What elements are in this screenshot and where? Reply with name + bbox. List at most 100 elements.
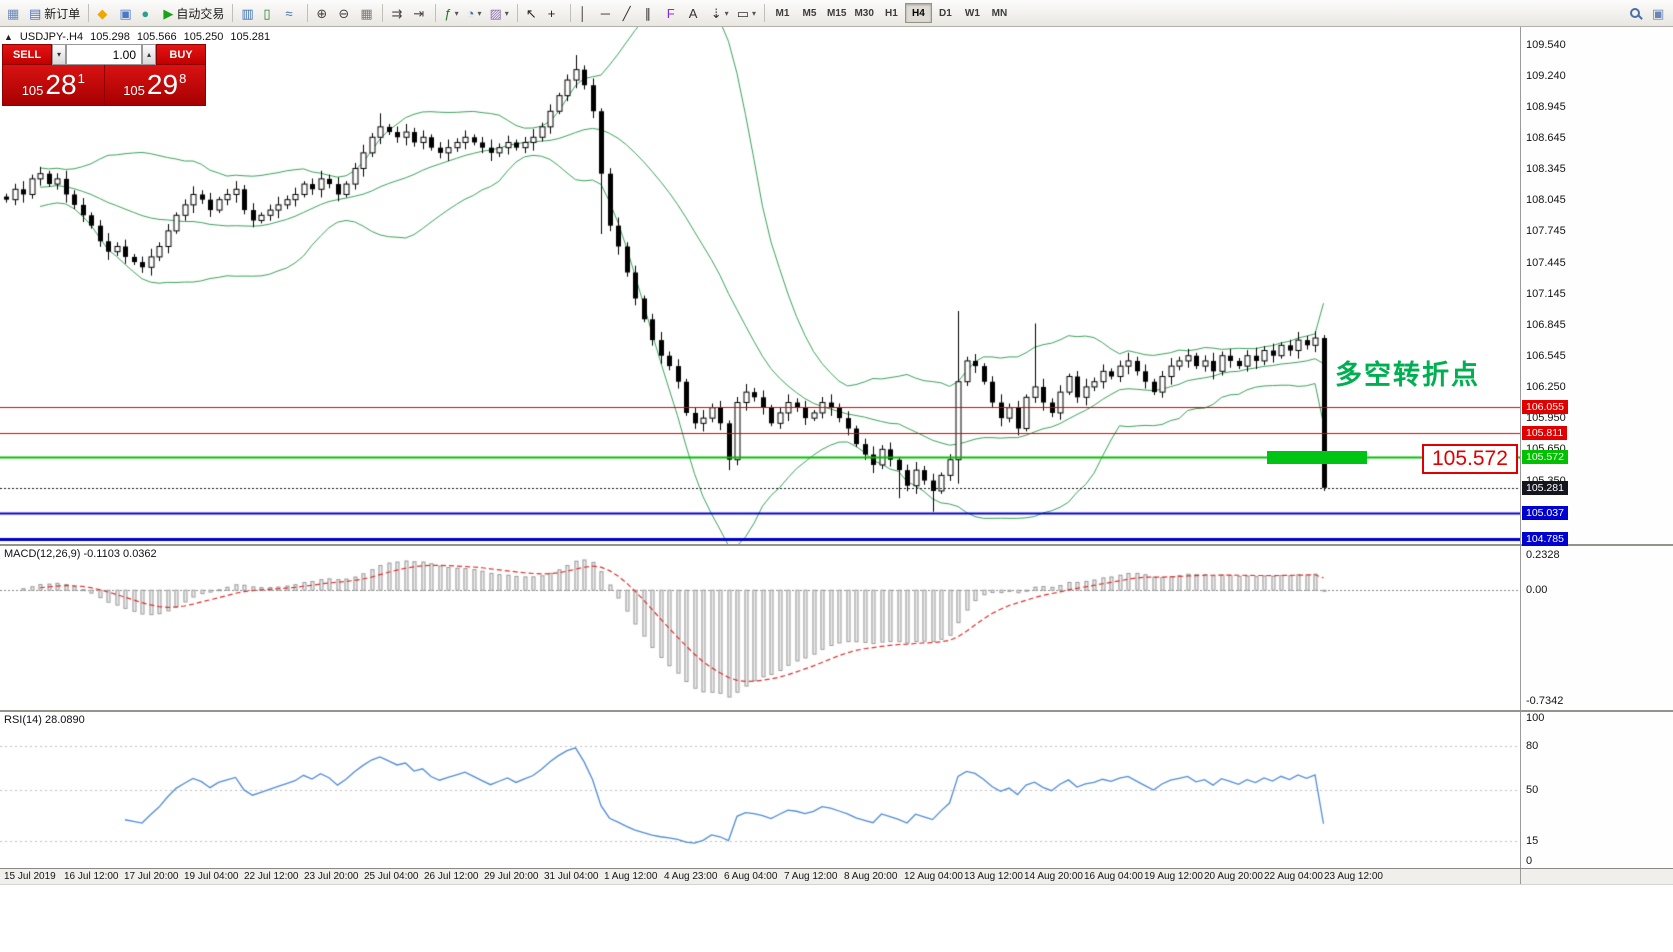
time-tick-label: 4 Aug 23:00 [664,871,717,882]
fibonacci-button[interactable]: F [663,2,685,25]
templates-button[interactable]: ▨▾ [485,2,512,25]
time-tick-label: 22 Aug 04:00 [1264,871,1323,882]
zoom-out-icon: ⊖ [338,7,349,20]
buy-button[interactable]: BUY [156,44,206,65]
cursor-icon: ↖ [526,7,537,20]
rsi-panel[interactable]: RSI(14) 28.0890 [0,712,1520,868]
price-tick-label: 107.445 [1526,257,1566,269]
volume-down-button[interactable]: ▾ [52,44,66,65]
time-axis[interactable]: 15 Jul 201916 Jul 12:0017 Jul 20:0019 Ju… [0,868,1673,884]
timeframe-d1-button[interactable]: D1 [932,3,959,23]
timeframe-h4-button[interactable]: H4 [905,3,932,23]
shapes-button[interactable]: ▭▾ [733,2,760,25]
sell-price-prefix: 105 [22,83,44,98]
rsi-tick-label: 100 [1526,712,1544,724]
timeframe-m15-button[interactable]: M15 [823,3,850,23]
price-line-tag[interactable]: 106.055 [1522,400,1568,414]
time-axis-corner [1520,869,1673,884]
window-list-button[interactable]: ▣ [1648,2,1670,25]
buy-price-sup: 8 [179,71,186,86]
cursor-button[interactable]: ↖ [522,2,544,25]
bar-chart-icon: ▥ [241,7,253,20]
price-line-tag[interactable]: 105.572 [1522,450,1568,464]
timeframe-h1-button[interactable]: H1 [878,3,905,23]
channel-icon: ∥ [645,7,652,20]
rsi-row: RSI(14) 28.0890 1008050150 [0,712,1673,868]
chart-shift-button[interactable]: ⇥ [409,2,431,25]
auto-scroll-button[interactable]: ⇉ [387,2,409,25]
arrow-objects-button[interactable]: ⇣▾ [707,2,733,25]
timeframe-m30-button[interactable]: M30 [850,3,877,23]
macd-row: MACD(12,26,9) -0.1103 0.0362 0.23280.00-… [0,546,1673,710]
grid-button[interactable]: ▦ [356,2,378,25]
zoom-in-button[interactable]: ⊕ [312,2,334,25]
time-tick-label: 20 Aug 20:00 [1204,871,1263,882]
trendline-icon: ╱ [623,7,631,20]
timeframe-mn-button[interactable]: MN [986,3,1013,23]
autotrading-button[interactable]: ▶自动交易 [159,2,228,25]
time-tick-label: 19 Jul 04:00 [184,871,239,882]
chart-window-icon[interactable]: ▦ [3,2,25,25]
channel-button[interactable]: ∥ [641,2,663,25]
toolbar: ▦▤新订单◆▣●▶自动交易▥▯≈⊕⊖▦⇉⇥ƒ▾◔▾▨▾↖+│─╱∥FA⇣▾▭▾ … [0,0,1673,27]
price-axis[interactable]: 109.540109.240108.945108.645108.345108.0… [1520,27,1673,544]
indicators-button[interactable]: ƒ▾ [440,2,462,25]
volume-input[interactable] [66,44,142,65]
main-chart-plot[interactable]: ▲ USDJPY-.H4 105.298 105.566 105.250 105… [0,27,1520,544]
price-line-tag[interactable]: 104.785 [1522,532,1568,546]
macd-tick-label: 0.00 [1526,584,1547,596]
rsi-tick-label: 0 [1526,855,1532,867]
candlestick-chart-button[interactable]: ▯ [259,2,281,25]
highlight-zone[interactable] [1267,451,1367,464]
sell-button[interactable]: SELL [2,44,52,65]
rsi-chart[interactable] [0,712,1520,868]
periods-button[interactable]: ◔▾ [463,2,486,25]
time-tick-label: 25 Jul 04:00 [364,871,419,882]
price-tick-label: 107.145 [1526,288,1566,300]
one-click-panel-toggle[interactable]: ▲ [4,32,13,42]
timeframe-m1-button[interactable]: M1 [769,3,796,23]
time-tick-label: 31 Jul 04:00 [544,871,599,882]
time-tick-label: 16 Jul 12:00 [64,871,119,882]
candlestick-chart[interactable] [0,27,1520,544]
price-line-tag[interactable]: 105.811 [1522,426,1567,440]
macd-panel[interactable]: MACD(12,26,9) -0.1103 0.0362 [0,546,1520,710]
navigator-button[interactable]: ● [137,2,159,25]
horizontal-line-button[interactable]: ─ [597,2,619,25]
market-watch-button[interactable]: ▣ [115,2,137,25]
dropdown-caret-icon: ▾ [752,9,756,18]
metaeditor-button[interactable]: ◆ [93,2,115,25]
timeframe-w1-button[interactable]: W1 [959,3,986,23]
toolbar-separator [382,4,383,22]
macd-tick-label: -0.7342 [1526,695,1563,707]
price-callout-label[interactable]: 105.572 [1422,444,1518,474]
vertical-line-button[interactable]: │ [575,2,597,25]
macd-chart[interactable] [0,546,1520,710]
price-tick-label: 109.240 [1526,70,1566,82]
time-tick-label: 26 Jul 12:00 [424,871,479,882]
annotation-text[interactable]: 多空转折点 [1335,353,1480,392]
search-button[interactable] [1626,2,1648,25]
dropdown-caret-icon: ▾ [455,9,459,18]
buy-price[interactable]: 105 29 8 [105,65,206,105]
search-icon [1630,8,1640,18]
price-tick-label: 109.540 [1526,39,1566,51]
rsi-axis[interactable]: 1008050150 [1520,712,1673,868]
bar-chart-button[interactable]: ▥ [237,2,259,25]
price-line-tag[interactable]: 105.037 [1522,506,1568,520]
price-line-tag[interactable]: 105.281 [1522,481,1568,495]
macd-axis[interactable]: 0.23280.00-0.7342 [1520,546,1673,710]
crosshair-button[interactable]: + [544,2,566,25]
indicators-icon: ƒ [444,7,451,20]
sell-price[interactable]: 105 28 1 [3,65,104,105]
volume-up-button[interactable]: ▴ [142,44,156,65]
trendline-button[interactable]: ╱ [619,2,641,25]
price-tick-label: 108.945 [1526,101,1566,113]
timeframe-m5-button[interactable]: M5 [796,3,823,23]
time-tick-label: 7 Aug 12:00 [784,871,837,882]
auto-scroll-icon: ⇉ [391,7,402,20]
line-chart-button[interactable]: ≈ [281,2,303,25]
new-order-button[interactable]: ▤新订单 [25,2,84,25]
zoom-out-button[interactable]: ⊖ [334,2,356,25]
text-button[interactable]: A [685,2,707,25]
